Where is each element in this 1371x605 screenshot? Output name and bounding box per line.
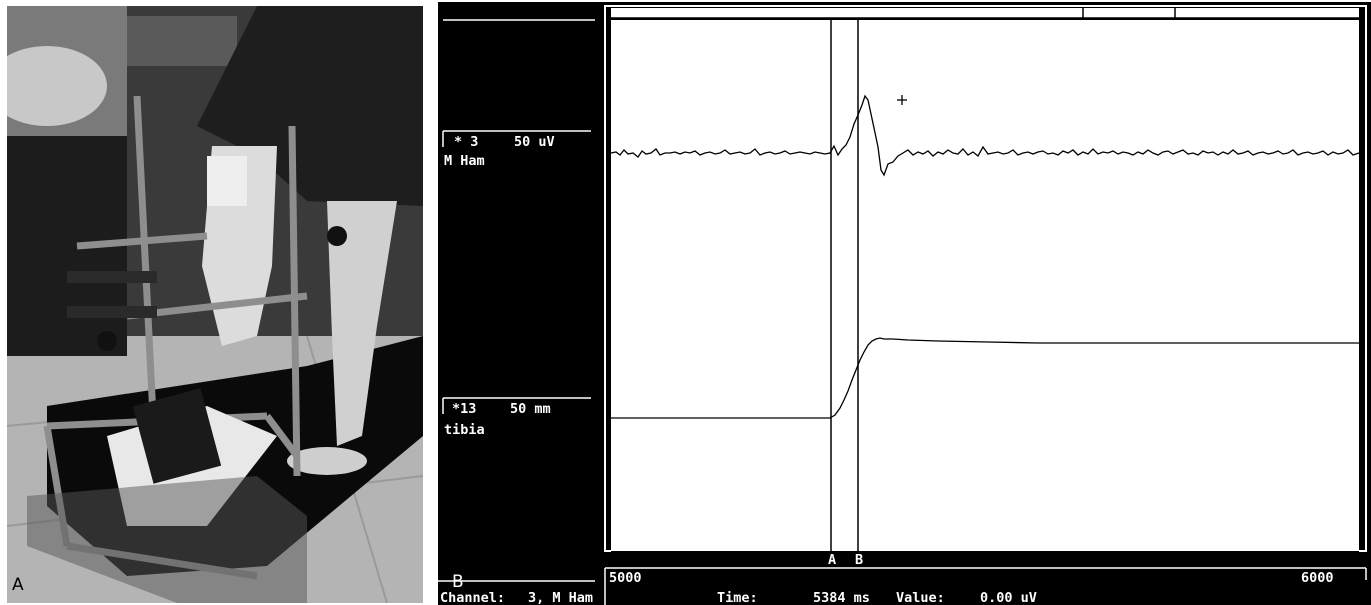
channel-3-name[interactable]: M Ham	[444, 153, 485, 169]
knee-test-rig-photo-icon	[7, 6, 423, 603]
cursor-a-label[interactable]: A	[828, 552, 837, 568]
status-time-value: 5384 ms	[813, 590, 870, 605]
channel-3-scale: 50 uV	[514, 134, 555, 150]
time-scrollbar[interactable]	[611, 8, 1359, 18]
time-axis-start: 5000	[609, 570, 642, 586]
m-ham-trace	[610, 94, 1360, 177]
status-time-label: Time:	[717, 590, 758, 605]
channel-3-header: * 3	[454, 134, 479, 150]
status-channel-label: Channel:	[440, 590, 506, 605]
tibia-trace	[611, 337, 1359, 419]
plot-area	[611, 20, 1359, 551]
panel-label-b: B	[452, 572, 464, 592]
status-value-value: 0.00 uV	[980, 590, 1037, 605]
panel-label-a: A	[12, 575, 24, 595]
channel-13-name[interactable]: tibia	[444, 422, 485, 438]
channel-13-header: *13	[452, 401, 477, 417]
time-axis-end: 6000	[1301, 570, 1334, 586]
status-value-label: Value:	[896, 590, 945, 605]
cursor-b-label[interactable]: B	[855, 552, 864, 568]
status-channel-value: 3, M Ham	[528, 590, 594, 605]
cursor-marker-bar	[611, 551, 1359, 567]
knee-test-rig-photo	[7, 6, 423, 603]
emg-plot-svg	[438, 5, 1367, 605]
emg-screen: * 3 50 uV M Ham *13 50 mm tibia A B 5000…	[438, 2, 1371, 605]
channel-13-scale: 50 mm	[510, 401, 551, 417]
